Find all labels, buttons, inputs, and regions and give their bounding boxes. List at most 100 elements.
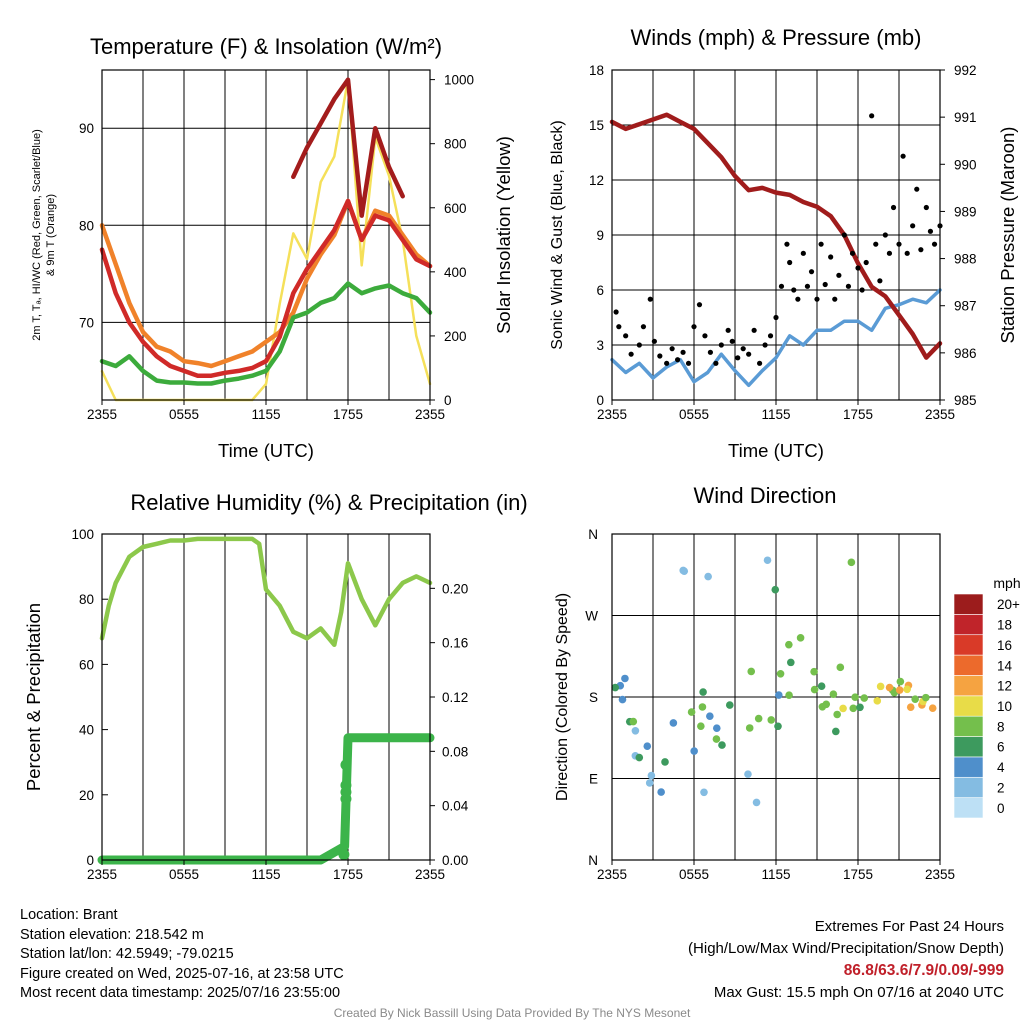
colorbar-label: 10: [997, 699, 1012, 714]
direction-point: [725, 701, 734, 709]
y2-tick-label: 400: [444, 265, 467, 280]
direction-point: [771, 585, 780, 594]
gust-point: [767, 333, 774, 339]
colorbar-label: 0: [997, 801, 1005, 816]
y2-tick-label: 0.08: [442, 744, 468, 759]
colorbar-swatch: [953, 797, 984, 819]
gust-point: [669, 346, 675, 352]
direction-point: [836, 663, 845, 672]
direction-point: [847, 558, 856, 567]
direction-point: [635, 753, 644, 762]
gust-point: [647, 296, 653, 302]
y2-tick-label: 0: [444, 393, 452, 408]
gust-point: [896, 241, 902, 247]
y2-tick-label: 0.12: [442, 690, 468, 705]
direction-point: [669, 719, 678, 727]
y-tick-label: 100: [71, 527, 94, 542]
y-tick-label: 3: [596, 338, 604, 353]
heat-index-scarlet-line: [291, 77, 405, 218]
direction-point: [699, 688, 707, 696]
direction-point: [754, 714, 763, 723]
extremes-values: 86.8/63.6/7.9/0.09/-999: [843, 962, 1004, 979]
colorbar-title: mph: [993, 575, 1020, 591]
x-tick-label: 1155: [251, 867, 280, 882]
recent-timestamp: Most recent data timestamp: 2025/07/16 2…: [20, 985, 341, 1002]
direction-plot: [611, 534, 940, 860]
gust-point: [636, 342, 642, 348]
direction-point: [928, 704, 937, 712]
x-tick-label: 1755: [843, 407, 873, 422]
direction-point: [832, 727, 840, 736]
x-axis-label: Time (UTC): [728, 440, 824, 461]
x-tick-label: 2355: [597, 867, 627, 882]
y2-tick-label: 989: [954, 204, 977, 219]
gust-point: [787, 259, 793, 266]
y-tick-label: 70: [79, 315, 94, 330]
temp-9m-orange-line: [99, 198, 433, 369]
direction-point: [876, 682, 885, 691]
gust-point: [762, 342, 768, 348]
y2-tick-label: 0.20: [442, 581, 468, 596]
x-tick-label: 1755: [333, 867, 363, 882]
direction-point: [744, 770, 752, 778]
y2-tick-label: 200: [444, 329, 467, 344]
temp-plot: [99, 70, 433, 402]
direction-point: [839, 704, 847, 713]
gust-point: [886, 250, 893, 256]
gust-point: [808, 269, 815, 275]
gust-point: [773, 314, 779, 321]
x-tick-label: 1755: [843, 867, 873, 882]
gust-point: [628, 351, 634, 357]
gust-point: [784, 241, 790, 247]
y2-tick-label: 990: [954, 157, 977, 172]
gust-point: [778, 283, 785, 289]
gust-point: [931, 241, 938, 247]
gust-point: [713, 360, 719, 366]
y-tick-label: 6: [596, 283, 604, 298]
precip-point: [338, 849, 350, 861]
y-tick-label: 0: [596, 393, 604, 408]
gust-point: [657, 353, 663, 359]
colorbar-label: 4: [997, 760, 1005, 775]
x-tick-label: 1755: [333, 407, 363, 422]
direction-point: [700, 788, 708, 797]
gust-point: [859, 287, 865, 293]
direction-point: [621, 674, 629, 683]
direction-point: [785, 640, 793, 649]
gust-point: [691, 324, 697, 330]
y2-tick-label: 987: [954, 299, 977, 314]
gust-point: [795, 296, 801, 302]
direction-point: [787, 658, 795, 667]
colorbar-label: 6: [997, 740, 1005, 755]
y2-tick-label: 1000: [444, 73, 474, 88]
x-tick-label: 2355: [597, 407, 627, 422]
direction-point: [752, 798, 761, 807]
x-tick-label: 2355: [87, 867, 117, 882]
colorbar-label: 20+: [997, 597, 1020, 612]
gust-point: [923, 204, 929, 211]
direction-point: [822, 700, 831, 709]
gust-point: [869, 113, 875, 119]
x-axis-label: Time (UTC): [218, 440, 314, 461]
pressure-maroon-line: [609, 112, 943, 360]
y-tick-label: 80: [79, 218, 94, 233]
max-gust: Max Gust: 15.5 mph On 07/16 at 2040 UTC: [713, 984, 1004, 1001]
direction-point: [631, 726, 640, 735]
gust-point: [832, 296, 838, 302]
gust-point: [804, 283, 811, 289]
direction-point: [921, 693, 930, 702]
colorbar-swatch: [953, 756, 984, 778]
gust-point: [616, 324, 622, 330]
x-tick-label: 2355: [925, 407, 955, 422]
y2-tick-label: 0.16: [442, 636, 468, 651]
direction-point: [745, 724, 754, 732]
panel-title: Wind Direction: [693, 483, 836, 508]
direction-point: [712, 724, 721, 732]
direction-point: [856, 703, 864, 712]
direction-point: [647, 771, 656, 780]
gust-point: [877, 278, 883, 284]
direction-point: [643, 742, 652, 750]
y-axis-label: 2m T, Tₐ, HI/WC (Red, Green, Scarlet/Blu…: [31, 129, 43, 341]
direction-point: [817, 682, 826, 691]
